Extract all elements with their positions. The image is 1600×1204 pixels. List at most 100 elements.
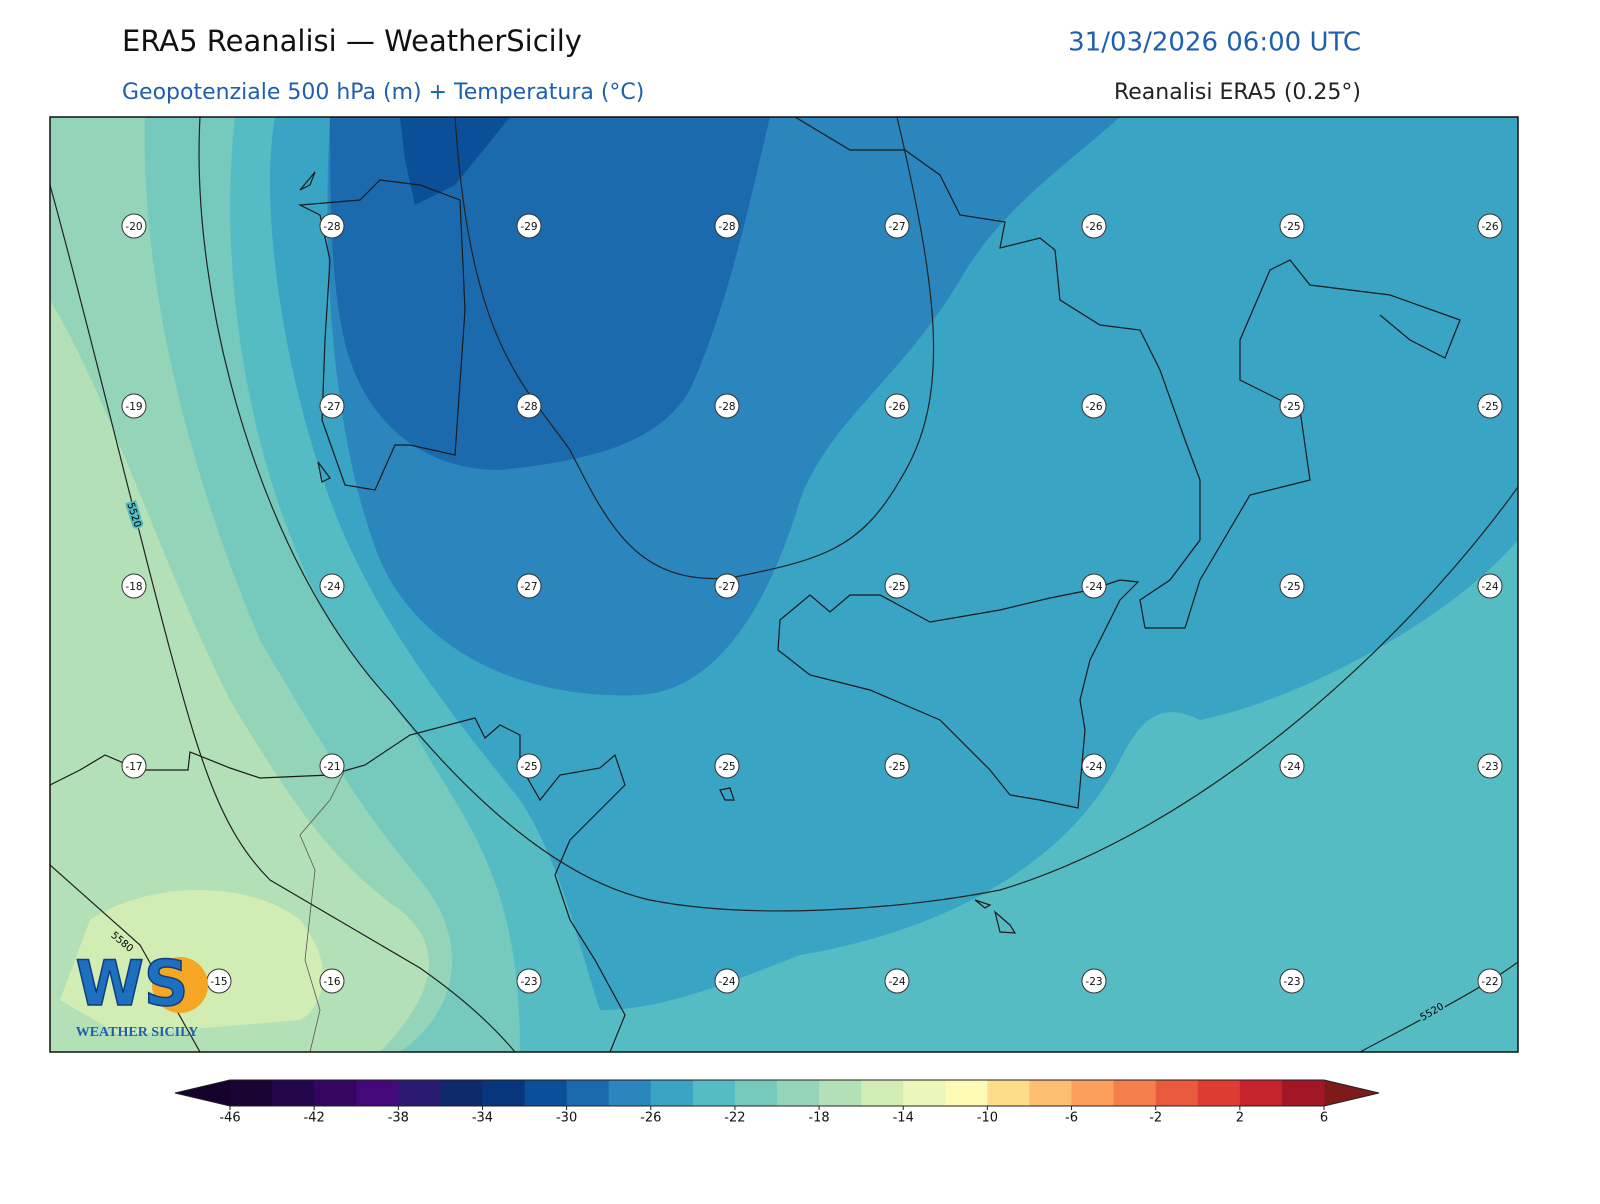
station-marker bbox=[319, 753, 345, 779]
datetime: 31/03/2026 06:00 UTC bbox=[1068, 28, 1361, 58]
station: -28 bbox=[714, 393, 740, 419]
station: -25 bbox=[884, 753, 910, 779]
station-temperature: -26 bbox=[888, 401, 905, 413]
colorbar-bin bbox=[1197, 1080, 1241, 1106]
station-marker bbox=[1477, 968, 1503, 994]
station-temperature: -24 bbox=[1283, 761, 1300, 773]
colorbar-bin bbox=[398, 1080, 441, 1106]
station-temperature: -26 bbox=[1085, 221, 1102, 233]
station: -26 bbox=[1477, 213, 1503, 239]
station: -16 bbox=[319, 968, 345, 994]
colorbar-tick-label: -2 bbox=[1149, 1111, 1162, 1126]
station-marker bbox=[1279, 393, 1305, 419]
station-temperature: -24 bbox=[1085, 581, 1102, 593]
station: -27 bbox=[319, 393, 345, 419]
colorbar-bin bbox=[903, 1080, 946, 1106]
station-temperature: -24 bbox=[1085, 761, 1102, 773]
colorbar-bin bbox=[1155, 1080, 1199, 1106]
colorbar-tick-label: -18 bbox=[808, 1111, 829, 1126]
field bbox=[330, 117, 770, 470]
station-marker bbox=[1279, 573, 1305, 599]
colorbar-bin bbox=[692, 1080, 736, 1106]
colorbar-bin bbox=[987, 1080, 1030, 1106]
logo-initials: WS bbox=[75, 947, 188, 1020]
station-temperature: -17 bbox=[125, 761, 142, 773]
station-temperature: -15 bbox=[210, 976, 227, 988]
station-temperature: -24 bbox=[323, 581, 340, 593]
station-temperature: -28 bbox=[718, 221, 735, 233]
station: -19 bbox=[121, 393, 147, 419]
colorbar-extend bbox=[1324, 1080, 1379, 1106]
station-marker bbox=[516, 573, 542, 599]
colorbar-bin bbox=[356, 1080, 399, 1106]
colorbar-tick-label: -38 bbox=[388, 1111, 409, 1126]
station-marker bbox=[1081, 968, 1107, 994]
station: -24 bbox=[319, 573, 345, 599]
station-marker bbox=[1081, 573, 1107, 599]
colorbar-tick-label: -14 bbox=[893, 1111, 914, 1126]
station: -26 bbox=[1081, 393, 1107, 419]
station: -23 bbox=[516, 968, 542, 994]
station-marker bbox=[1477, 213, 1503, 239]
station-temperature: -25 bbox=[520, 761, 537, 773]
station-temperature: -23 bbox=[1481, 761, 1498, 773]
colorbar-extend bbox=[175, 1080, 230, 1106]
station-marker bbox=[1477, 753, 1503, 779]
station-temperature: -23 bbox=[1085, 976, 1102, 988]
coastline bbox=[50, 717, 1017, 1052]
logo-name: WEATHER SICILY bbox=[76, 1025, 199, 1040]
coastline bbox=[794, 117, 1461, 629]
station-temperature: -26 bbox=[1085, 401, 1102, 413]
colorbar-bin bbox=[524, 1080, 568, 1106]
isohypse bbox=[50, 184, 516, 1052]
station: -17 bbox=[121, 753, 147, 779]
station-temperature: -25 bbox=[718, 761, 735, 773]
station: -28 bbox=[319, 213, 345, 239]
colorbar-bin bbox=[945, 1080, 988, 1106]
station-marker bbox=[714, 753, 740, 779]
isohypse bbox=[50, 864, 201, 1052]
station-temperature: -28 bbox=[520, 401, 537, 413]
colorbar-bin bbox=[777, 1080, 820, 1106]
colorbar-bin bbox=[1281, 1080, 1325, 1106]
station-marker bbox=[516, 213, 542, 239]
field bbox=[50, 300, 429, 1052]
station-temperature: -23 bbox=[520, 976, 537, 988]
station: -26 bbox=[1081, 213, 1107, 239]
station-temperature: -16 bbox=[323, 976, 340, 988]
source: Reanalisi ERA5 (0.25°) bbox=[1114, 80, 1361, 105]
station-marker bbox=[121, 213, 147, 239]
station: -24 bbox=[1081, 573, 1107, 599]
colorbar-tick-label: -10 bbox=[977, 1111, 998, 1126]
colorbar-tick-label: -42 bbox=[304, 1111, 325, 1126]
station-marker bbox=[714, 968, 740, 994]
colorbar-bin bbox=[1113, 1080, 1157, 1106]
station-marker bbox=[1477, 393, 1503, 419]
colorbar-bin bbox=[314, 1080, 357, 1106]
colorbar-bin bbox=[650, 1080, 694, 1106]
stations: -20 -28 -29 -28 -27 -26 -25 -26 -19 -27 -28 -28 -26 -… bbox=[121, 213, 1503, 994]
map: 5520 5580 5520 -20 -28 -29 -28 -27 -26 -25 -26-… bbox=[50, 117, 1518, 1052]
station-marker bbox=[714, 573, 740, 599]
station: -21 bbox=[319, 753, 345, 779]
station-temperature: -24 bbox=[888, 976, 905, 988]
station-temperature: -24 bbox=[1481, 581, 1498, 593]
subtitle: Geopotenziale 500 hPa (m) + Temperatura … bbox=[122, 80, 644, 105]
station-temperature: -25 bbox=[1283, 401, 1300, 413]
station-marker bbox=[121, 393, 147, 419]
colorbar-bin bbox=[734, 1080, 778, 1106]
station: -25 bbox=[714, 753, 740, 779]
station: -25 bbox=[1279, 573, 1305, 599]
colorbar-tick-label: 6 bbox=[1320, 1111, 1328, 1126]
station-temperature: -24 bbox=[718, 976, 735, 988]
colorbar-tick-label: -26 bbox=[640, 1111, 661, 1126]
station: -15 bbox=[206, 968, 232, 994]
station: -29 bbox=[516, 213, 542, 239]
colorbar-bin bbox=[1071, 1080, 1115, 1106]
colorbar-bin bbox=[1239, 1080, 1283, 1106]
station: -23 bbox=[1081, 968, 1107, 994]
station: -24 bbox=[1279, 753, 1305, 779]
station-marker bbox=[121, 753, 147, 779]
colorbar-tick-label: -46 bbox=[219, 1111, 240, 1126]
